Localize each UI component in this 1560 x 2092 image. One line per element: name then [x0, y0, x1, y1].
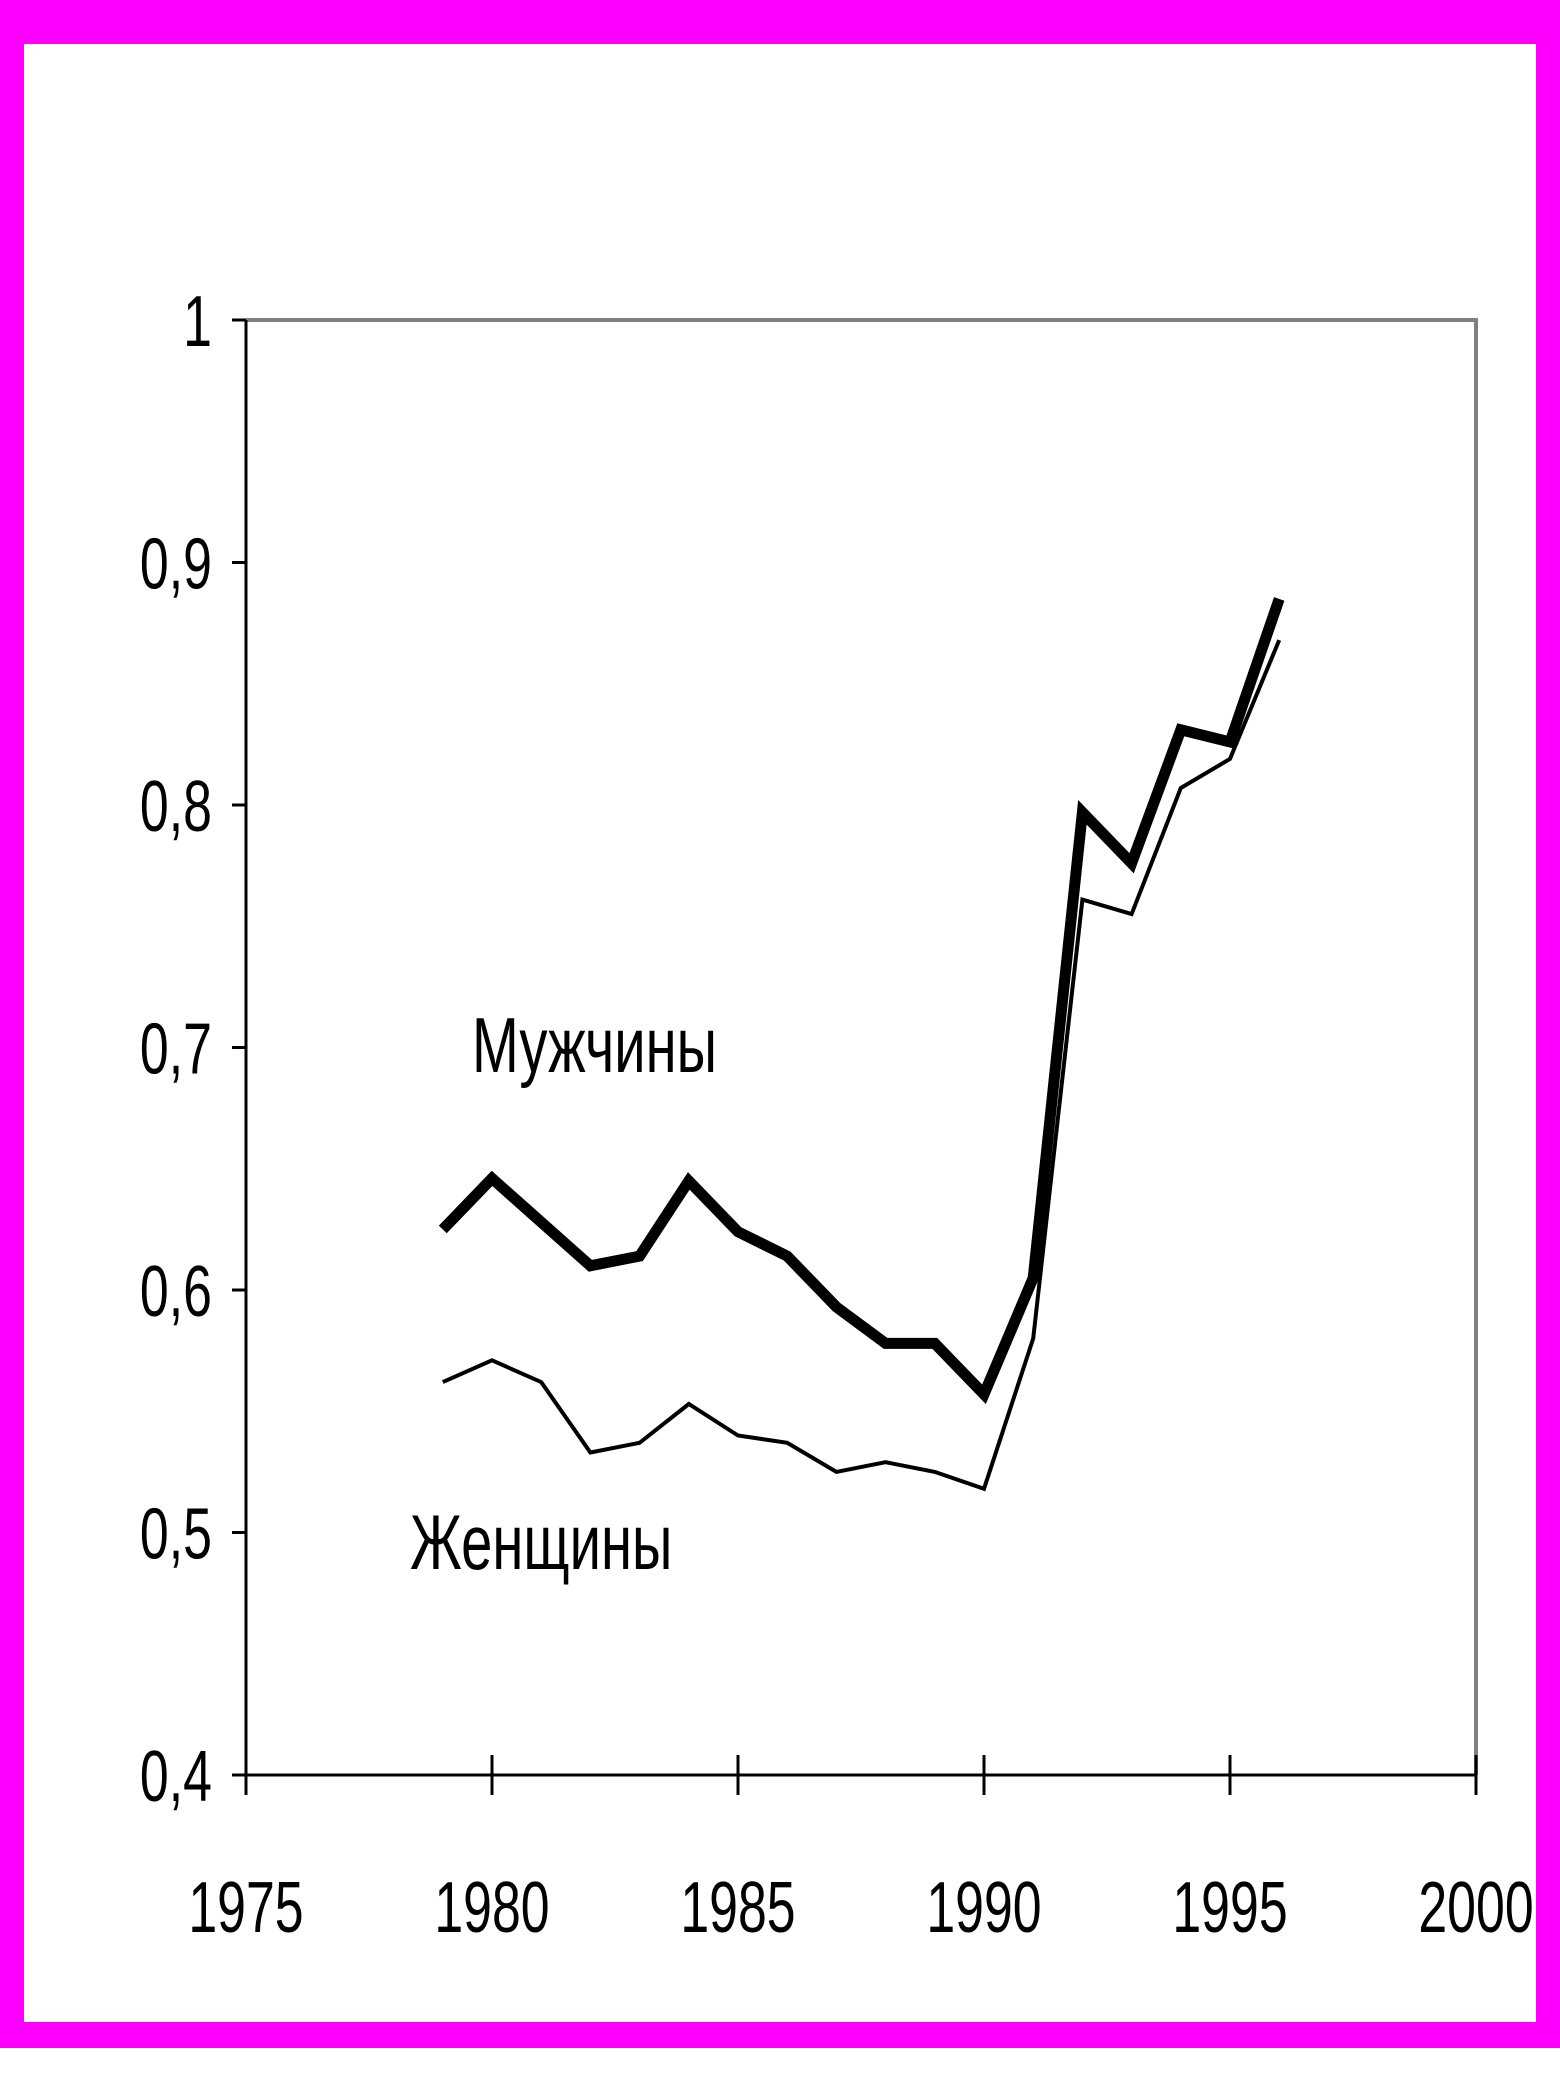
series-line-women — [441, 639, 1282, 1492]
series-line-men — [438, 597, 1285, 1405]
chart-frame: 0,4 0,5 0,6 0,7 0,8 0,9 1 1975 1980 1985 1990 1995 2… — [0, 0, 1560, 2048]
y-tick-label: 0,5 — [140, 1494, 212, 1574]
x-tick-label: 1995 — [1172, 1868, 1287, 1948]
series-label-men: Мужчины — [472, 1002, 717, 1089]
y-tick-label: 0,6 — [140, 1252, 212, 1332]
series-label-women: Женщины — [410, 1499, 672, 1586]
x-tick-label: 1985 — [680, 1868, 795, 1948]
y-tick-label: 0,4 — [140, 1737, 212, 1817]
x-tick-label: 1990 — [926, 1868, 1041, 1948]
y-tick-label: 1 — [183, 282, 212, 362]
x-tick-label: 2000 — [1418, 1868, 1533, 1948]
y-tick-label: 0,7 — [140, 1009, 212, 1089]
y-tick-label: 0,8 — [140, 767, 212, 847]
x-tick-label: 1980 — [434, 1868, 549, 1948]
line-chart: 0,4 0,5 0,6 0,7 0,8 0,9 1 1975 1980 1985 1990 1995 2… — [140, 282, 1534, 1948]
x-tick-label: 1975 — [188, 1868, 303, 1948]
plot-area-border — [246, 318, 1478, 1775]
y-tick-label: 0,9 — [140, 524, 212, 604]
